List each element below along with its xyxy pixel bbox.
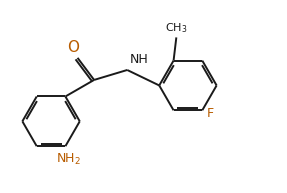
Text: O: O xyxy=(67,40,79,55)
Text: NH$_2$: NH$_2$ xyxy=(56,152,81,167)
Text: F: F xyxy=(207,107,214,119)
Text: NH: NH xyxy=(130,52,149,66)
Text: CH$_3$: CH$_3$ xyxy=(165,21,188,35)
